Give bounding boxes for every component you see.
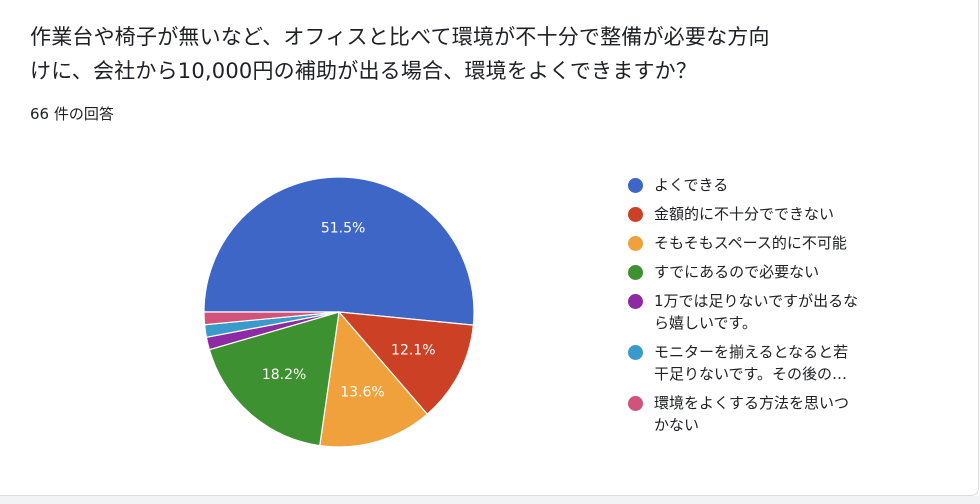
legend-swatch-3	[628, 265, 643, 280]
legend-swatch-4	[628, 294, 643, 309]
legend-item-2[interactable]: そもそもスペース的に不可能	[628, 232, 898, 254]
pie-slice-0[interactable]	[203, 176, 475, 326]
pie-slice-label-0: 51.5%	[321, 220, 365, 236]
pie-slice-label-3: 18.2%	[262, 367, 306, 383]
legend-swatch-5	[628, 345, 643, 360]
response-count: 66 件の回答	[30, 105, 114, 123]
question-title-line-2: けに、会社から10,000円の補助が出る場合、環境をよくできますか？	[30, 59, 698, 83]
pie-slice-3[interactable]	[208, 311, 340, 447]
legend-label-6-line-1: かない	[654, 416, 700, 434]
legend-label-6-line-0: 環境をよくする方法を思いつ	[654, 394, 850, 412]
legend-label-5-line-1: 干足りないです。その後の…	[654, 365, 848, 383]
legend-label-4-line-0: 1万では足りないですが出るな	[654, 292, 859, 310]
pie-slice-2[interactable]	[319, 311, 428, 448]
legend-swatch-2	[628, 236, 643, 251]
pie-slice-6[interactable]	[203, 311, 340, 326]
legend-swatch-0	[628, 178, 643, 193]
page-bottom-strip	[0, 496, 980, 504]
legend-item-3[interactable]: すでにあるので必要ない	[628, 261, 898, 283]
legend-label-2-line-0: そもそもスペース的に不可能	[654, 234, 847, 252]
chart-legend: よくできる金額的に不十分でできない そもそもスペース的に不可能 すでにあるので必要な…	[628, 174, 898, 436]
legend-label-5-line-0: モニターを揃えるとなると若	[654, 343, 849, 361]
legend-item-0[interactable]: よくできる	[628, 174, 898, 196]
legend-item-1[interactable]: 金額的に不十分でできない	[628, 203, 898, 225]
pie-slice-label-2: 13.6%	[340, 384, 384, 400]
legend-swatch-1	[628, 207, 643, 222]
legend-swatch-6	[628, 396, 643, 411]
legend-item-6[interactable]: 環境をよくする方法を思いつ かない	[628, 392, 898, 436]
question-title: 作業台や椅子が無いなど、オフィスと比べて環境が不十分で整備が必要な方向 けに、会…	[30, 20, 930, 88]
legend-label-3-line-0: すでにあるので必要ない	[654, 263, 820, 281]
pie-slice-1[interactable]	[338, 311, 474, 415]
legend-label-1-line-0: 金額的に不十分でできない	[654, 205, 835, 223]
legend-item-4[interactable]: 1万では足りないですが出るな ら嬉しいです。	[628, 290, 898, 334]
legend-label-0-line-0: よくできる	[654, 176, 729, 194]
legend-label-4-line-1: ら嬉しいです。	[654, 314, 758, 332]
question-title-line-1: 作業台や椅子が無いなど、オフィスと比べて環境が不十分で整備が必要な方向	[30, 25, 770, 49]
pie-slice-label-1: 12.1%	[391, 343, 435, 359]
legend-item-5[interactable]: モニターを揃えるとなると若 干足りないです。その後の…	[628, 341, 898, 385]
